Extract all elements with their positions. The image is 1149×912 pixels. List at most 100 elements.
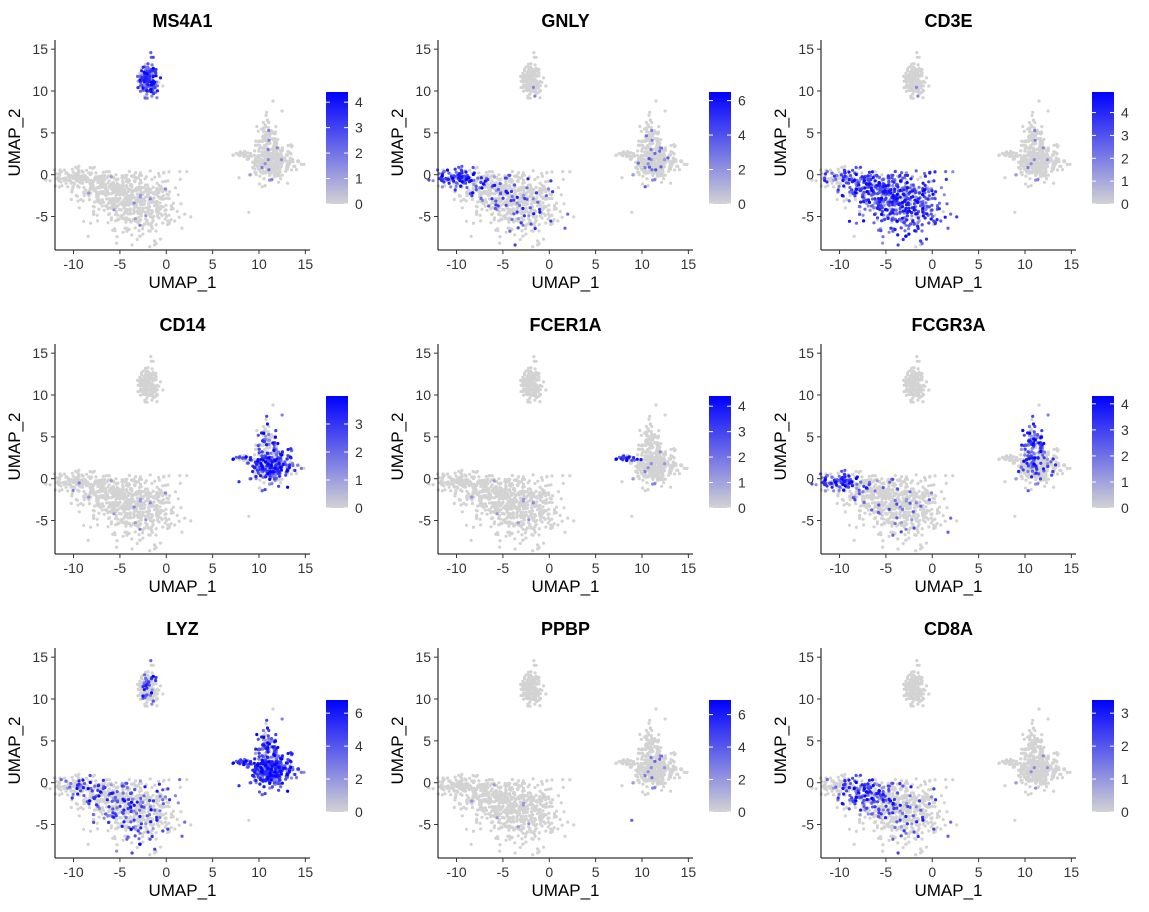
cell-point	[58, 168, 62, 172]
cell-point	[900, 205, 904, 209]
cell-point	[270, 178, 274, 182]
cell-point	[154, 74, 158, 78]
cell-point	[157, 80, 161, 84]
cell-point	[515, 210, 519, 214]
cell-point	[914, 85, 918, 89]
cell-point	[258, 161, 262, 165]
cell-point	[1029, 162, 1033, 166]
cell-point	[654, 168, 658, 172]
cell-point	[154, 202, 158, 206]
cell-point	[921, 181, 925, 185]
x-tick-label: 5	[975, 256, 983, 272]
cell-point	[533, 226, 537, 231]
cell-point	[660, 174, 665, 178]
cell-point	[155, 84, 159, 88]
cell-point	[149, 90, 153, 94]
cell-point	[77, 468, 81, 472]
cell-point	[262, 126, 266, 130]
cell-point	[103, 178, 107, 182]
cell-point	[148, 205, 152, 209]
cell-point	[175, 209, 179, 214]
cell-point	[884, 196, 888, 200]
cell-point	[656, 131, 660, 135]
cell-point	[652, 163, 657, 167]
cell-point	[107, 197, 111, 201]
cell-point	[649, 148, 653, 152]
cell-point	[663, 173, 667, 177]
cell-point	[923, 183, 927, 187]
cell-point	[59, 484, 63, 488]
cell-point	[538, 214, 542, 218]
cell-point	[442, 180, 446, 184]
cell-point	[459, 168, 464, 173]
cell-point	[154, 394, 158, 398]
cell-point	[640, 149, 644, 153]
cell-point	[123, 226, 127, 230]
cell-point	[138, 393, 143, 397]
cell-point	[1044, 152, 1048, 156]
cell-point	[158, 201, 162, 205]
cell-point	[118, 500, 122, 504]
cell-point	[510, 217, 514, 222]
cell-point	[163, 187, 168, 191]
cell-point	[543, 213, 547, 217]
cell-point	[155, 199, 159, 203]
cell-point	[141, 232, 145, 236]
cell-point	[638, 164, 642, 168]
cell-point	[145, 522, 149, 527]
cell-point	[834, 177, 838, 181]
cell-point	[510, 227, 514, 232]
cell-point	[863, 207, 867, 211]
cell-point	[252, 153, 256, 157]
cell-point	[151, 75, 155, 79]
cell-point	[175, 513, 179, 518]
cell-point	[1021, 124, 1025, 129]
cell-point	[492, 175, 496, 179]
cell-point	[149, 83, 154, 87]
cell-point	[261, 120, 265, 125]
cell-point	[150, 375, 154, 379]
cell-point	[136, 378, 140, 382]
cell-point	[644, 134, 648, 138]
cell-point	[154, 527, 158, 531]
cell-point	[167, 170, 171, 174]
cell-point	[167, 501, 171, 505]
cell-point	[253, 149, 257, 153]
cell-point	[185, 474, 189, 478]
cell-point	[286, 165, 290, 169]
cell-point	[169, 511, 173, 515]
cell-point	[150, 524, 154, 529]
cell-point	[548, 192, 552, 196]
cell-point	[898, 210, 902, 214]
cell-point	[443, 184, 447, 188]
cell-point	[136, 515, 140, 520]
cell-point	[61, 176, 65, 181]
cell-point	[101, 190, 105, 194]
cell-point	[145, 373, 150, 377]
cell-point	[641, 139, 645, 143]
cell-point	[266, 158, 270, 162]
cell-point	[1052, 181, 1056, 185]
x-tick-label: -5	[880, 256, 893, 272]
cell-point	[532, 55, 536, 59]
cell-point	[121, 181, 125, 185]
cell-point	[255, 124, 259, 129]
cell-point	[912, 62, 916, 66]
cell-point	[185, 170, 189, 174]
cell-point	[1038, 171, 1042, 175]
cell-point	[937, 207, 941, 211]
cell-point	[661, 148, 665, 152]
cell-point	[100, 174, 104, 178]
cell-point	[267, 138, 271, 142]
cell-point	[247, 154, 251, 158]
cell-point	[682, 162, 686, 166]
cell-point	[1028, 126, 1032, 130]
cell-point	[63, 480, 67, 484]
cell-point	[70, 174, 74, 178]
cell-point	[1018, 167, 1022, 171]
cell-point	[522, 78, 526, 82]
cell-point	[1032, 158, 1036, 162]
legend-tick-label: 3	[355, 120, 363, 136]
cell-point	[81, 219, 86, 223]
cell-point	[81, 199, 85, 203]
